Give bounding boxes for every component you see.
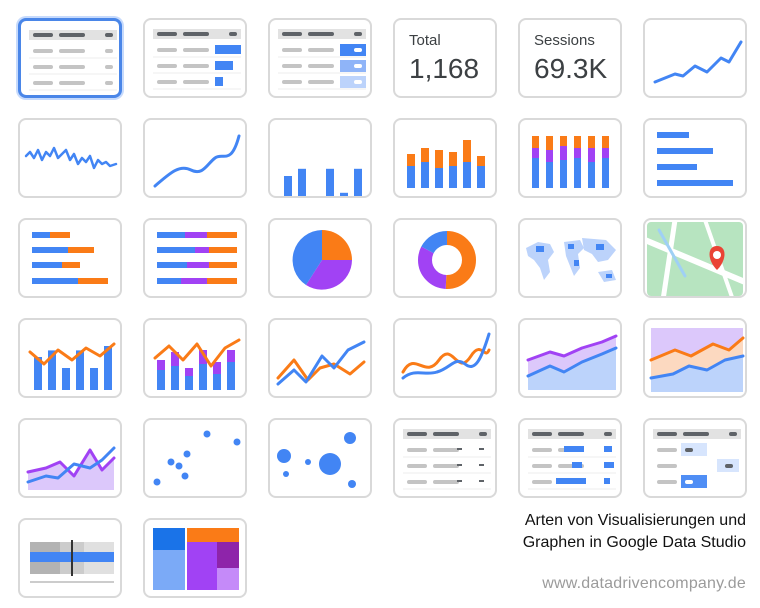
chart-type-pivot-table[interactable] — [393, 418, 497, 498]
chart-type-combo[interactable] — [18, 318, 122, 398]
scorecard-value: 1,168 — [409, 53, 480, 84]
chart-type-100-stacked-bar[interactable] — [143, 218, 247, 298]
source-url: www.datadrivencompany.de — [542, 575, 746, 592]
chart-type-smoothed-time-series[interactable] — [143, 118, 247, 198]
chart-type-100-stacked-column[interactable] — [518, 118, 622, 198]
chart-type-smoothed-line[interactable] — [393, 318, 497, 398]
chart-type-google-maps[interactable] — [643, 218, 747, 298]
chart-type-scatter[interactable] — [143, 418, 247, 498]
chart-type-geo-map[interactable] — [518, 218, 622, 298]
scorecard-value: 69.3K — [534, 53, 608, 84]
chart-type-time-series[interactable] — [643, 18, 747, 98]
chart-type-scorecard-compact[interactable]: Total 1,168 — [393, 18, 497, 98]
scorecard-label: Sessions — [534, 32, 595, 49]
chart-type-scorecard[interactable]: Sessions 69.3K — [518, 18, 622, 98]
scorecard-label: Total — [409, 32, 441, 49]
chart-type-stacked-column[interactable] — [393, 118, 497, 198]
chart-type-pie[interactable] — [268, 218, 372, 298]
chart-type-donut[interactable] — [393, 218, 497, 298]
chart-type-table[interactable] — [18, 18, 122, 98]
chart-type-area[interactable] — [518, 318, 622, 398]
caption: Arten von Visualisierungen und Graphen i… — [470, 510, 746, 554]
chart-type-sparkline[interactable] — [18, 118, 122, 198]
chart-type-pivot-table-bars[interactable] — [518, 418, 622, 498]
chart-type-table-heatmap[interactable] — [268, 18, 372, 98]
chart-type-stacked-combo[interactable] — [143, 318, 247, 398]
chart-type-bar[interactable] — [643, 118, 747, 198]
chart-type-stacked-bar[interactable] — [18, 218, 122, 298]
chart-type-bubble[interactable] — [268, 418, 372, 498]
chart-type-bullet[interactable] — [18, 518, 122, 598]
chart-type-pivot-table-heatmap[interactable] — [643, 418, 747, 498]
chart-type-stacked-area[interactable] — [643, 318, 747, 398]
caption-line-1: Arten von Visualisierungen und — [524, 512, 746, 529]
caption-line-2: Graphen in Google Data Studio — [522, 534, 746, 551]
chart-type-treemap[interactable] — [143, 518, 247, 598]
chart-type-table-bars[interactable] — [143, 18, 247, 98]
chart-type-line[interactable] — [268, 318, 372, 398]
chart-type-100-stacked-area[interactable] — [18, 418, 122, 498]
chart-type-column[interactable] — [268, 118, 372, 198]
